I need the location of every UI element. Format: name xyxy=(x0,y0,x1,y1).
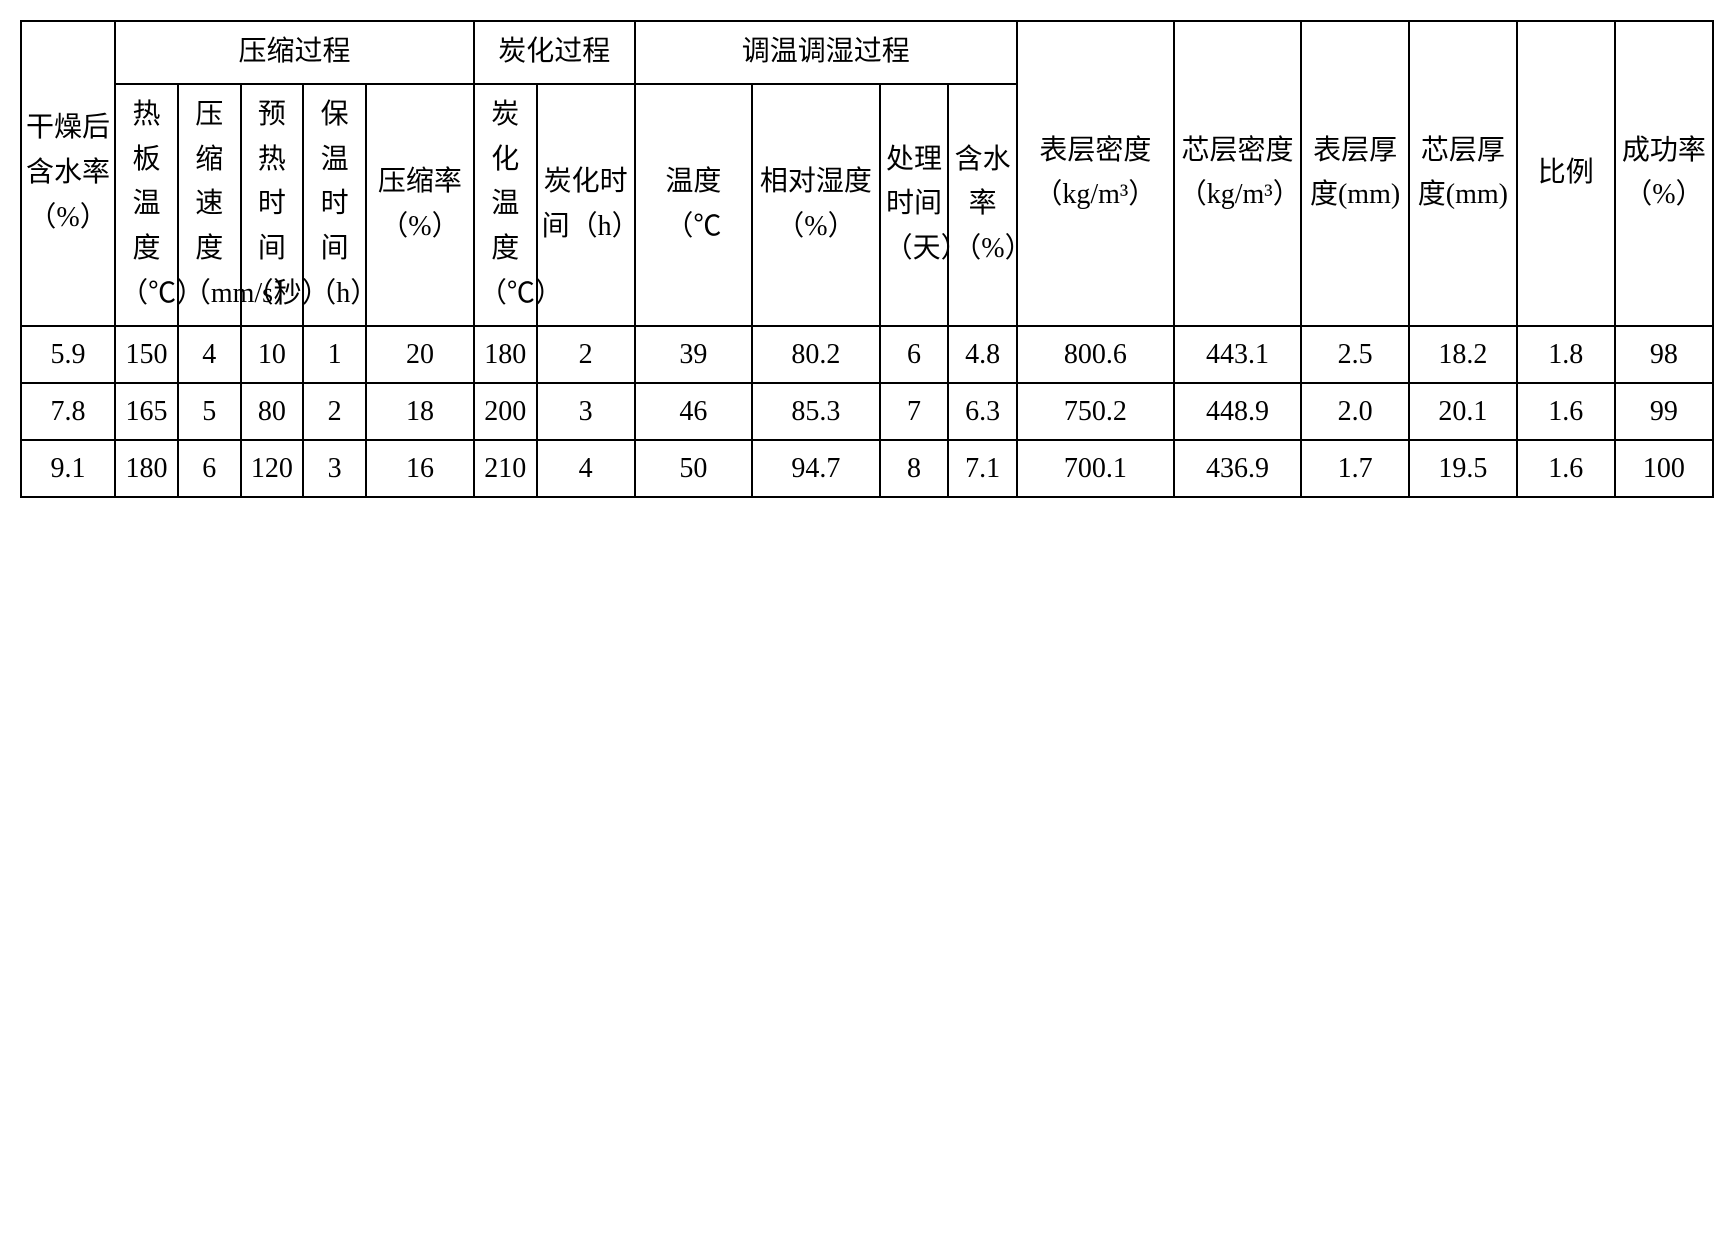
cell: 1 xyxy=(303,326,366,383)
cell: 2.5 xyxy=(1301,326,1409,383)
cell: 7 xyxy=(880,383,949,440)
cell: 4.8 xyxy=(948,326,1017,383)
cell: 200 xyxy=(474,383,537,440)
cell: 750.2 xyxy=(1017,383,1174,440)
cell: 80.2 xyxy=(752,326,879,383)
cell: 1.6 xyxy=(1517,440,1615,497)
h9-label: 温度（℃ xyxy=(665,166,721,242)
col-h18: 成功率（%） xyxy=(1615,21,1713,326)
cell: 50 xyxy=(635,440,753,497)
cell: 448.9 xyxy=(1174,383,1301,440)
table-body: 5.9 150 4 10 1 20 180 2 39 80.2 6 4.8 80… xyxy=(21,326,1713,498)
h8-label: 炭化时间（h） xyxy=(542,166,640,242)
col-h2: 热板温度（℃） xyxy=(115,84,178,326)
col-h3: 压缩速度（mm/s） xyxy=(178,84,241,326)
cell: 1.6 xyxy=(1517,383,1615,440)
header-row-1: 干燥后含水率（%） 压缩过程 炭化过程 调温调湿过程 表层密度（kg/m³） 芯… xyxy=(21,21,1713,84)
cell: 2.0 xyxy=(1301,383,1409,440)
col-h6: 压缩率（%） xyxy=(366,84,474,326)
table-row: 7.8 165 5 80 2 18 200 3 46 85.3 7 6.3 75… xyxy=(21,383,1713,440)
cell: 700.1 xyxy=(1017,440,1174,497)
h15-label: 表层厚度(mm) xyxy=(1310,135,1400,211)
cell: 5 xyxy=(178,383,241,440)
col-h4: 预热时间（秒） xyxy=(241,84,304,326)
cell: 180 xyxy=(474,326,537,383)
cell: 9.1 xyxy=(21,440,115,497)
cell: 5.9 xyxy=(21,326,115,383)
cell: 18.2 xyxy=(1409,326,1517,383)
cell: 6 xyxy=(880,326,949,383)
cell: 210 xyxy=(474,440,537,497)
cell: 4 xyxy=(537,440,635,497)
col-h5: 保温时间（h） xyxy=(303,84,366,326)
col-h7: 炭化温度（℃） xyxy=(474,84,537,326)
h16-label: 芯层厚度(mm) xyxy=(1418,135,1508,211)
col-h9: 温度（℃ xyxy=(635,84,753,326)
data-table: 干燥后含水率（%） 压缩过程 炭化过程 调温调湿过程 表层密度（kg/m³） 芯… xyxy=(20,20,1714,498)
cell: 165 xyxy=(115,383,178,440)
cell: 18 xyxy=(366,383,474,440)
col-h1: 干燥后含水率（%） xyxy=(21,21,115,326)
cell: 94.7 xyxy=(752,440,879,497)
cell: 1.7 xyxy=(1301,440,1409,497)
cell: 7.8 xyxy=(21,383,115,440)
cell: 443.1 xyxy=(1174,326,1301,383)
group-compress: 压缩过程 xyxy=(115,21,474,84)
table-row: 5.9 150 4 10 1 20 180 2 39 80.2 6 4.8 80… xyxy=(21,326,1713,383)
table-row: 9.1 180 6 120 3 16 210 4 50 94.7 8 7.1 7… xyxy=(21,440,1713,497)
col-h15: 表层厚度(mm) xyxy=(1301,21,1409,326)
cell: 1.8 xyxy=(1517,326,1615,383)
col-h10: 相对湿度（%） xyxy=(752,84,879,326)
cell: 19.5 xyxy=(1409,440,1517,497)
cell: 6 xyxy=(178,440,241,497)
col-h11: 处理时间（天） xyxy=(880,84,949,326)
cell: 120 xyxy=(241,440,304,497)
col-h13: 表层密度（kg/m³） xyxy=(1017,21,1174,326)
h18-label: 成功率（%） xyxy=(1622,135,1706,211)
cell: 8 xyxy=(880,440,949,497)
h1-label: 干燥后含水率（%） xyxy=(26,112,110,233)
cell: 99 xyxy=(1615,383,1713,440)
col-h14: 芯层密度（kg/m³） xyxy=(1174,21,1301,326)
cell: 436.9 xyxy=(1174,440,1301,497)
cell: 16 xyxy=(366,440,474,497)
col-h16: 芯层厚度(mm) xyxy=(1409,21,1517,326)
cell: 98 xyxy=(1615,326,1713,383)
cell: 39 xyxy=(635,326,753,383)
cell: 180 xyxy=(115,440,178,497)
h10-label: 相对湿度（%） xyxy=(760,166,872,242)
cell: 10 xyxy=(241,326,304,383)
cell: 3 xyxy=(303,440,366,497)
cell: 6.3 xyxy=(948,383,1017,440)
group-temp: 调温调湿过程 xyxy=(635,21,1017,84)
h13-label: 表层密度（kg/m³） xyxy=(1034,135,1156,211)
cell: 20.1 xyxy=(1409,383,1517,440)
h17-label: 比例 xyxy=(1538,157,1594,188)
cell: 46 xyxy=(635,383,753,440)
cell: 2 xyxy=(537,326,635,383)
cell: 150 xyxy=(115,326,178,383)
cell: 800.6 xyxy=(1017,326,1174,383)
cell: 4 xyxy=(178,326,241,383)
h6-label: 压缩率（%） xyxy=(378,166,462,242)
cell: 100 xyxy=(1615,440,1713,497)
h14-label: 芯层密度（kg/m³） xyxy=(1179,135,1301,211)
cell: 85.3 xyxy=(752,383,879,440)
col-h17: 比例 xyxy=(1517,21,1615,326)
cell: 80 xyxy=(241,383,304,440)
cell: 3 xyxy=(537,383,635,440)
cell: 7.1 xyxy=(948,440,1017,497)
cell: 2 xyxy=(303,383,366,440)
cell: 20 xyxy=(366,326,474,383)
group-carbon: 炭化过程 xyxy=(474,21,635,84)
col-h12: 含水率（%） xyxy=(948,84,1017,326)
